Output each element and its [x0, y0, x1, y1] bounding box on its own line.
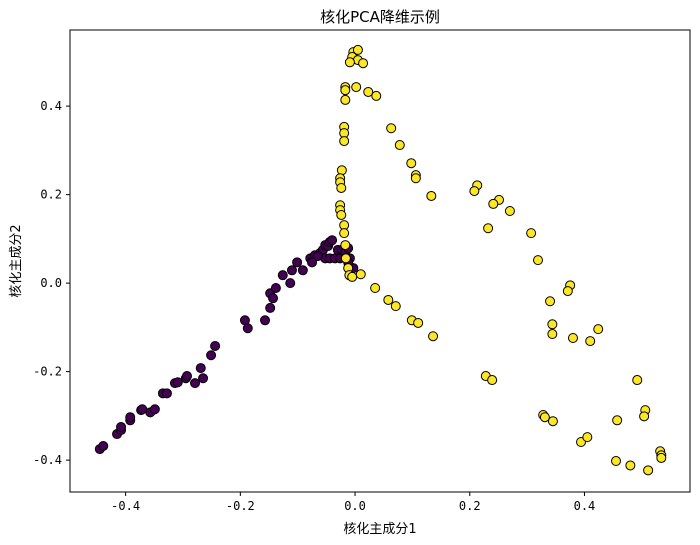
data-point-series-2 — [539, 412, 550, 423]
data-point-series-1 — [297, 265, 308, 276]
data-point-series-2 — [656, 452, 667, 463]
ticks: -0.4 -0.2 0.0 0.2 0.4 -0.4 -0.2 0.0 0.2 0.4 — [33, 99, 595, 513]
data-point-series-2 — [370, 282, 381, 293]
data-point-series-2 — [547, 416, 558, 427]
data-point-series-2 — [394, 140, 405, 151]
data-point-series-1 — [312, 251, 323, 262]
y-axis-label: 核化主成分2 — [9, 224, 24, 297]
data-point-series-1 — [307, 257, 318, 268]
data-point-series-1 — [206, 350, 217, 361]
data-point-series-2 — [355, 269, 366, 280]
x-tick-label: -0.4 — [111, 499, 140, 513]
data-point-series-2 — [483, 223, 494, 234]
data-point-series-2 — [632, 375, 643, 386]
data-point-series-1 — [116, 421, 127, 432]
y-tick-label: 0.2 — [40, 188, 62, 202]
data-point-series-2 — [625, 460, 636, 471]
data-point-series-2 — [643, 465, 654, 476]
data-point-series-2 — [340, 253, 351, 264]
data-point-series-2 — [593, 324, 604, 335]
x-tick-label: -0.2 — [226, 499, 255, 513]
data-point-series-2 — [545, 296, 556, 307]
data-point-series-2 — [487, 375, 498, 386]
data-point-series-2 — [413, 317, 424, 328]
data-point-series-2 — [533, 255, 544, 266]
data-point-series-2 — [639, 411, 650, 422]
data-point-series-2 — [526, 228, 537, 239]
data-point-series-2 — [426, 190, 437, 201]
data-point-series-2 — [371, 90, 382, 101]
data-point-series-2 — [562, 286, 573, 297]
data-point-series-1 — [195, 363, 206, 374]
plot-area — [94, 44, 667, 476]
data-point-series-2 — [351, 82, 362, 93]
data-point-series-2 — [352, 44, 363, 55]
data-point-series-2 — [336, 182, 347, 193]
y-tick-label: -0.4 — [33, 453, 62, 467]
data-point-series-1 — [98, 440, 109, 451]
data-point-series-1 — [265, 302, 276, 313]
data-point-series-2 — [340, 240, 351, 251]
data-point-series-2 — [386, 123, 397, 134]
data-point-series-2 — [567, 333, 578, 343]
data-point-series-1 — [292, 257, 303, 268]
data-point-series-2 — [428, 331, 439, 342]
data-point-series-2 — [340, 85, 351, 96]
data-point-series-2 — [339, 136, 350, 147]
data-point-series-2 — [611, 456, 622, 467]
x-tick-label: 0.4 — [574, 499, 596, 513]
data-point-series-1 — [210, 340, 221, 351]
data-point-series-2 — [390, 301, 401, 312]
data-point-series-2 — [336, 209, 347, 220]
data-point-series-2 — [383, 294, 394, 305]
data-point-series-2 — [344, 57, 355, 68]
data-point-series-1 — [277, 270, 288, 281]
data-point-series-2 — [336, 165, 347, 176]
data-point-series-1 — [125, 412, 136, 423]
data-point-series-1 — [286, 265, 297, 276]
data-point-series-2 — [340, 94, 351, 105]
data-point-series-2 — [469, 186, 480, 197]
data-point-series-2 — [410, 173, 421, 184]
y-tick-label: -0.2 — [33, 365, 62, 379]
data-point-series-2 — [582, 432, 593, 443]
data-point-series-1 — [182, 371, 193, 382]
data-point-series-1 — [260, 315, 271, 326]
data-point-series-2 — [358, 58, 369, 69]
data-point-series-2 — [547, 319, 558, 330]
y-tick-label: 0.0 — [40, 276, 62, 290]
x-axis-label: 核化主成分1 — [343, 522, 416, 537]
data-point-series-2 — [339, 228, 350, 239]
x-tick-label: 0.0 — [344, 499, 366, 513]
data-point-series-1 — [190, 378, 201, 389]
data-point-series-1 — [327, 235, 338, 246]
chart-title: 核化PCA降维示例 — [320, 8, 440, 26]
x-tick-label: 0.2 — [459, 499, 481, 513]
data-point-series-1 — [285, 278, 296, 289]
y-tick-label: 0.4 — [40, 99, 62, 113]
data-point-series-2 — [406, 158, 417, 169]
data-point-series-1 — [198, 373, 209, 384]
data-point-series-1 — [242, 323, 253, 334]
axes-frame — [69, 29, 691, 493]
data-point-series-2 — [612, 415, 623, 426]
data-point-series-2 — [488, 198, 499, 209]
data-point-series-2 — [547, 329, 558, 340]
data-point-series-2 — [504, 205, 515, 216]
data-point-series-1 — [270, 282, 281, 293]
data-point-series-2 — [363, 86, 374, 97]
data-point-series-1 — [161, 388, 172, 399]
data-point-series-1 — [268, 293, 279, 304]
data-point-series-2 — [585, 336, 596, 347]
data-point-series-1 — [172, 377, 183, 388]
data-point-series-2 — [347, 271, 358, 282]
data-point-series-1 — [149, 404, 160, 415]
